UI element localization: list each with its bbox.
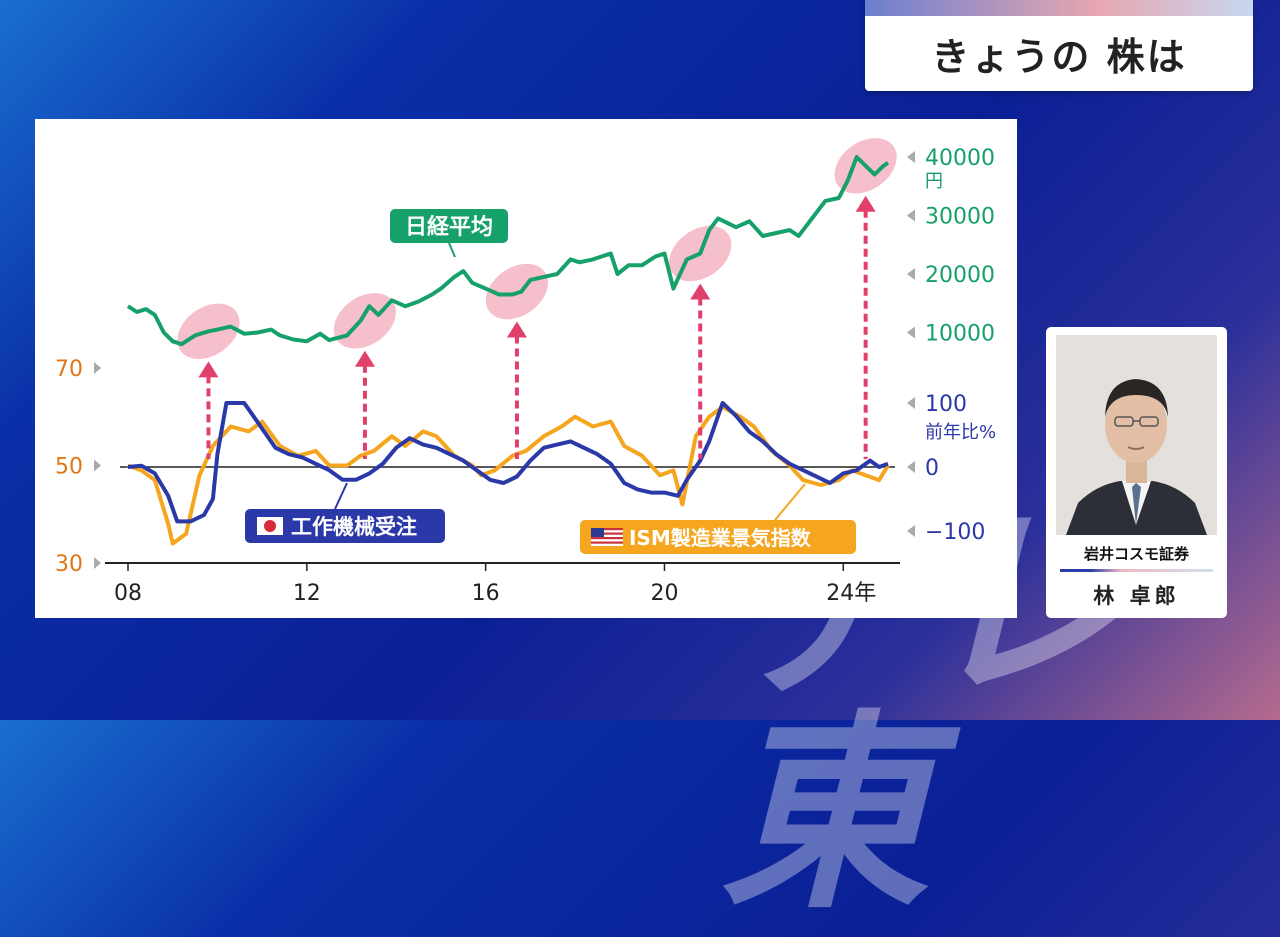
nikkei-unit-label: 円 xyxy=(925,171,943,192)
nikkei-tick-label: 40000 xyxy=(925,146,995,171)
title-accent-bar xyxy=(865,0,1253,16)
us-flag-stripe xyxy=(591,537,623,540)
ism-label: ISM製造業景気指数 xyxy=(629,526,812,550)
ism-label-leader xyxy=(774,483,806,521)
orders-tick-label: −100 xyxy=(925,520,985,545)
nikkei-label-leader xyxy=(448,242,456,258)
arrow-head xyxy=(198,361,219,378)
nikkei-tick-label: 20000 xyxy=(925,263,995,288)
x-tick-label: 08 xyxy=(114,581,142,606)
nikkei-label: 日経平均 xyxy=(405,214,493,240)
left-tick-label: 30 xyxy=(55,552,83,577)
machine-orders-series-line xyxy=(127,401,889,524)
left-tick-pointer xyxy=(94,557,101,569)
orders-label-box xyxy=(245,509,445,543)
nikkei-label-box xyxy=(390,209,508,243)
orders-tick-label: 0 xyxy=(925,456,939,481)
us-flag-stripe xyxy=(591,532,623,535)
left-tick-pointer xyxy=(94,459,101,472)
left-tick-label: 50 xyxy=(55,455,83,480)
x-tick-label: 12 xyxy=(293,581,321,606)
analyst-photo xyxy=(1056,335,1217,535)
arrow-head xyxy=(354,350,375,367)
right-tick-pointer xyxy=(907,151,915,163)
ism-series-line xyxy=(127,405,890,546)
right-tick-pointer xyxy=(907,461,915,473)
analyst-firm: 岩井コスモ証券 xyxy=(1083,545,1189,563)
program-title-box: きょうの 株は xyxy=(865,0,1253,91)
us-flag-stripe xyxy=(591,528,623,531)
analyst-portrait xyxy=(1056,335,1217,535)
right-tick-pointer xyxy=(907,326,915,339)
left-tick-pointer xyxy=(94,362,101,374)
analyst-name: 林 卓郎 xyxy=(1093,584,1180,608)
program-title: きょうの 株は xyxy=(931,35,1187,79)
right-tick-pointer xyxy=(907,525,915,537)
firm-underline xyxy=(1060,569,1213,572)
us-flag-stripe xyxy=(591,541,623,544)
nikkei-tick-label: 30000 xyxy=(925,205,995,230)
orders-label-leader xyxy=(334,482,348,510)
left-tick-label: 70 xyxy=(55,357,83,382)
nikkei-tick-label: 10000 xyxy=(925,322,995,347)
orders-label: 工作機械受注 xyxy=(291,515,417,539)
x-tick-label: 20 xyxy=(650,581,678,606)
right-tick-pointer xyxy=(907,268,915,280)
ism-label-box xyxy=(580,520,856,554)
chart-panel: 08 12 16 20 24年 70 50 30 40000 30000 20000 10000 円 10… xyxy=(35,119,1017,618)
orders-tick-label: 100 xyxy=(925,392,967,417)
highlight-ellipse xyxy=(333,293,397,349)
arrow-head xyxy=(690,283,711,300)
japan-flag-sun-icon xyxy=(264,520,276,532)
x-tick-label: 16 xyxy=(472,581,500,606)
arrow-head xyxy=(855,195,876,212)
us-flag-canton xyxy=(591,528,604,537)
arrow-head xyxy=(506,321,527,338)
nikkei-series-line xyxy=(126,155,890,347)
orders-unit-label: 前年比% xyxy=(925,422,996,443)
right-tick-pointer xyxy=(907,397,915,409)
right-tick-pointer xyxy=(907,209,915,222)
chart-svg: 08 12 16 20 24年 70 50 30 40000 30000 20000 10000 円 10… xyxy=(55,138,996,606)
x-tick-label: 24年 xyxy=(826,581,876,606)
analyst-card: 岩井コスモ証券 林 卓郎 xyxy=(1046,327,1227,618)
